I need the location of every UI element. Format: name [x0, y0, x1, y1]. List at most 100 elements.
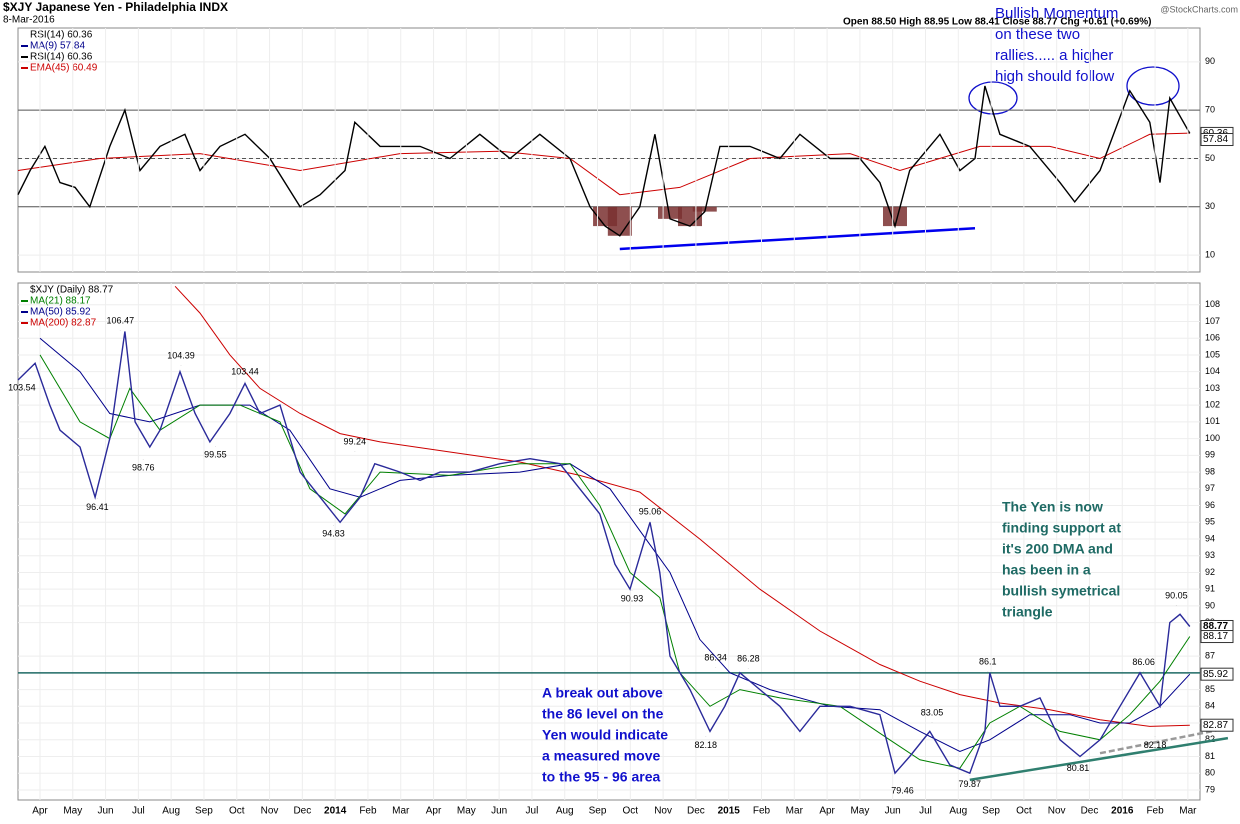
y-tick-label: 105 — [1205, 349, 1220, 359]
x-tick-label: Mar — [786, 806, 804, 817]
price-label: 80.81 — [1067, 763, 1090, 773]
y-tick-label: 96 — [1205, 500, 1215, 510]
y-tick-label: 84 — [1205, 701, 1215, 711]
legend-label: MA(21) 88.17 — [30, 296, 91, 307]
y-tick-label: 80 — [1205, 768, 1215, 778]
value-tag-box — [1200, 133, 1234, 147]
y-tick-label: 99 — [1205, 450, 1215, 460]
y-tick-label: 90 — [1205, 600, 1215, 610]
y-tick-label: 102 — [1205, 400, 1220, 410]
y-tick-label: 95 — [1205, 517, 1215, 527]
x-tick-label: Dec — [687, 806, 705, 817]
ohlc: Open 88.50 High 88.95 Low 88.41 Close 88… — [843, 17, 1151, 28]
y-tick-label: 30 — [1205, 201, 1215, 211]
y-tick-label: 90 — [1205, 56, 1215, 66]
y-tick-label: 98 — [1205, 466, 1215, 476]
y-tick-label: 91 — [1205, 584, 1215, 594]
y-tick-label: 106 — [1205, 333, 1220, 343]
x-tick-label: Mar — [392, 806, 410, 817]
title: $XJY Japanese Yen - Philadelphia INDX — [3, 0, 228, 14]
annotation: has been in a — [1002, 562, 1091, 578]
x-tick-label: Jun — [491, 806, 507, 817]
price-label: 106.47 — [107, 316, 135, 326]
x-tick-label: Oct — [623, 806, 639, 817]
price-label: 79.46 — [891, 786, 914, 796]
y-tick-label: 70 — [1205, 105, 1215, 115]
y-tick-label: 10 — [1205, 249, 1215, 259]
y-tick-label: 82 — [1205, 734, 1215, 744]
x-tick-label: Jul — [132, 806, 145, 817]
price-label: 96.41 — [86, 502, 109, 512]
x-tick-label: 2014 — [324, 806, 347, 817]
x-tick-label: Jun — [98, 806, 114, 817]
value-tag-box — [1200, 718, 1234, 732]
x-tick-label: Jul — [526, 806, 539, 817]
y-tick-label: 100 — [1205, 433, 1220, 443]
series-line — [17, 85, 1191, 237]
annotation: Yen would indicate — [542, 727, 668, 743]
value-tag-box — [1200, 667, 1234, 681]
legend-label: MA(200) 82.87 — [30, 318, 97, 329]
oversold-fill — [607, 206, 632, 236]
x-tick-label: Feb — [1146, 806, 1164, 817]
x-tick-label: Oct — [1016, 806, 1032, 817]
value-tag: 88.77 — [1203, 621, 1228, 632]
value-tag: 57.84 — [1203, 134, 1228, 145]
oversold-fill — [658, 206, 683, 219]
y-tick-label: 92 — [1205, 567, 1215, 577]
annotation: rallies..... a higher — [995, 47, 1113, 64]
x-tick-label: Aug — [556, 806, 574, 817]
x-tick-label: Nov — [654, 806, 672, 817]
y-tick-label: 85 — [1205, 684, 1215, 694]
legend-label: MA(50) 85.92 — [30, 307, 91, 318]
price-label: 86.28 — [737, 654, 760, 664]
x-tick-label: Feb — [359, 806, 377, 817]
credit: @StockCharts.com — [1160, 4, 1238, 14]
panel-title: RSI(14) 60.36 — [30, 30, 93, 41]
x-tick-label: Feb — [753, 806, 771, 817]
annotation: A break out above — [542, 685, 663, 701]
price-label: 86.1 — [979, 657, 997, 667]
price-label: 82.18 — [1144, 740, 1167, 750]
x-tick-label: Aug — [162, 806, 180, 817]
price-label: 98.76 — [132, 463, 155, 473]
trendline — [969, 736, 1229, 782]
series-line — [174, 285, 1190, 727]
annotation: to the 95 - 96 area — [542, 769, 660, 785]
x-tick-label: Apr — [819, 806, 835, 817]
legend-label: MA(9) 57.84 — [30, 41, 85, 52]
x-tick-label: Apr — [32, 806, 48, 817]
series-line — [39, 337, 1191, 753]
price-label: 90.93 — [621, 594, 644, 604]
price-label: 79.87 — [959, 779, 982, 789]
price-label: 86.06 — [1132, 657, 1155, 667]
price-label: 90.05 — [1165, 590, 1188, 600]
price-label: 104.39 — [167, 351, 195, 361]
annotation: a measured move — [542, 748, 660, 764]
price-panel — [17, 282, 1201, 801]
x-tick-label: Sep — [982, 806, 1000, 817]
annotation: bullish symetrical — [1002, 583, 1120, 599]
legend-label: EMA(45) 60.49 — [30, 63, 98, 74]
trendline — [619, 227, 976, 251]
series-line — [17, 132, 1190, 196]
price-label: 86.34 — [704, 653, 727, 663]
legend-label: RSI(14) 60.36 — [30, 52, 93, 63]
x-tick-label: Jun — [885, 806, 901, 817]
x-tick-label: Apr — [426, 806, 442, 817]
annotation: The Yen is now — [1002, 499, 1103, 515]
x-tick-label: May — [63, 806, 82, 817]
y-tick-label: 81 — [1205, 751, 1215, 761]
x-tick-label: 2016 — [1111, 806, 1134, 817]
oversold-fill — [882, 206, 907, 227]
trendline — [1099, 726, 1229, 755]
y-tick-label: 93 — [1205, 550, 1215, 560]
x-tick-label: May — [850, 806, 869, 817]
annotation: finding support at — [1002, 520, 1121, 536]
value-tag: 88.17 — [1203, 631, 1228, 642]
price-label: 103.54 — [8, 383, 36, 393]
y-tick-label: 94 — [1205, 533, 1215, 543]
price-label: 103.44 — [231, 366, 259, 376]
y-tick-label: 101 — [1205, 416, 1220, 426]
highlight-ellipse — [1126, 66, 1180, 106]
